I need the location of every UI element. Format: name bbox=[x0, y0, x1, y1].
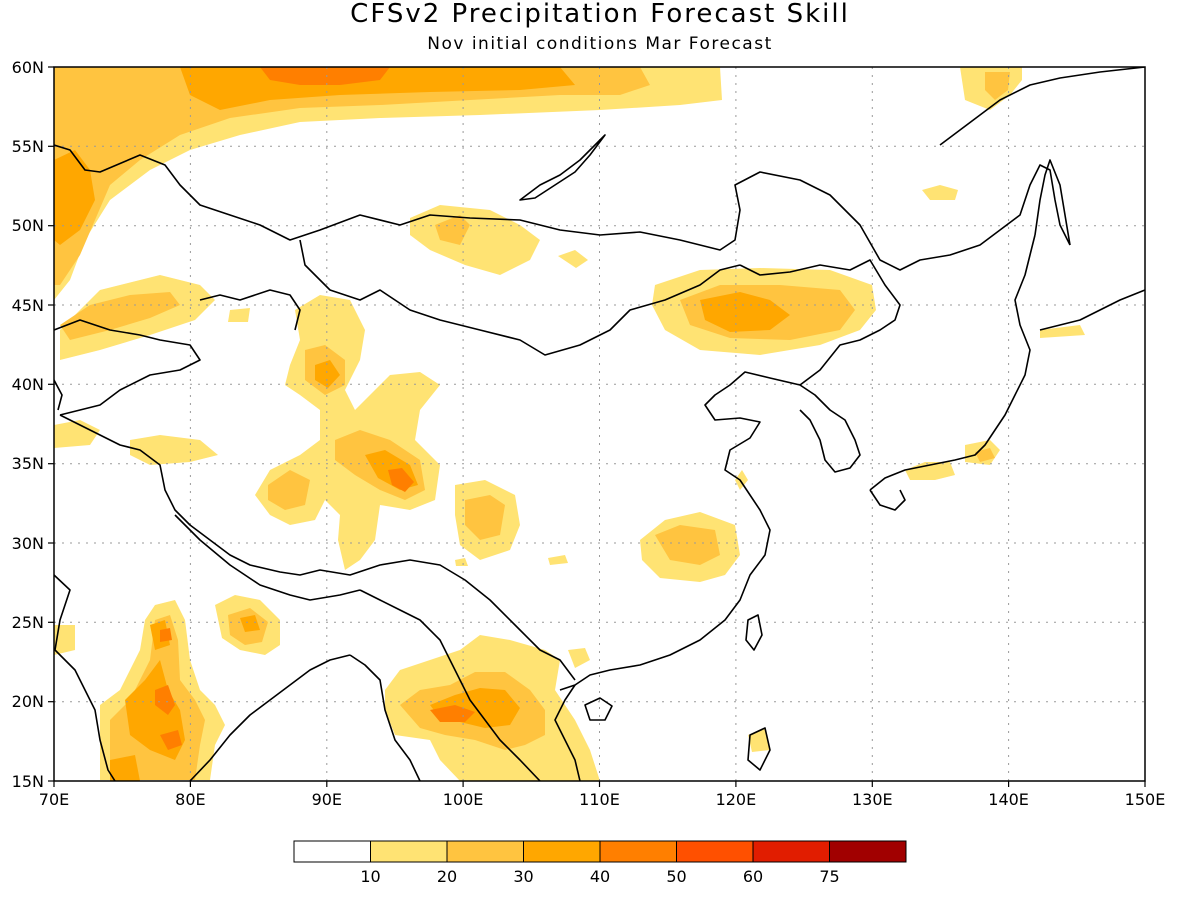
colorbar-label: 40 bbox=[590, 867, 610, 886]
lat-label: 35N bbox=[12, 454, 44, 473]
lat-label: 30N bbox=[12, 534, 44, 553]
lat-label: 40N bbox=[12, 375, 44, 394]
graticule bbox=[54, 67, 1145, 781]
colorbar-swatch bbox=[293, 840, 371, 863]
colorbar-label: 50 bbox=[666, 867, 686, 886]
colorbar-label: 20 bbox=[437, 867, 457, 886]
skill-shading bbox=[54, 67, 1085, 781]
map-subtitle: Nov initial conditions Mar Forecast bbox=[427, 34, 773, 54]
colorbar-swatch bbox=[752, 840, 830, 863]
lon-label: 120E bbox=[716, 790, 757, 809]
lon-label: 80E bbox=[175, 790, 205, 809]
colorbar-swatch bbox=[446, 840, 524, 863]
colorbar-label: 75 bbox=[819, 867, 839, 886]
lon-label: 130E bbox=[852, 790, 893, 809]
lat-label: 15N bbox=[12, 772, 44, 791]
latitude-labels: 60N 55N 50N 45N 40N 35N 30N 25N 20N 15N bbox=[12, 58, 44, 791]
colorbar-swatch bbox=[829, 840, 907, 863]
lon-label: 150E bbox=[1125, 790, 1166, 809]
map-frame bbox=[53, 66, 1146, 782]
lon-label: 90E bbox=[312, 790, 342, 809]
lat-label: 55N bbox=[12, 137, 44, 156]
lat-label: 45N bbox=[12, 296, 44, 315]
longitude-labels: 70E 80E 90E 100E 110E 120E 130E 140E 150… bbox=[39, 790, 1166, 809]
coastlines-and-borders bbox=[54, 67, 1145, 781]
colorbar: 10 20 30 40 50 60 75 bbox=[293, 840, 907, 886]
lon-label: 140E bbox=[988, 790, 1029, 809]
map-title: CFSv2 Precipitation Forecast Skill bbox=[350, 0, 850, 29]
lon-label: 70E bbox=[39, 790, 69, 809]
colorbar-label: 60 bbox=[743, 867, 763, 886]
colorbar-swatch bbox=[599, 840, 677, 863]
lat-label: 60N bbox=[12, 58, 44, 77]
colorbar-swatch bbox=[370, 840, 448, 863]
colorbar-label: 30 bbox=[513, 867, 533, 886]
lat-label: 20N bbox=[12, 692, 44, 711]
colorbar-swatch bbox=[523, 840, 601, 863]
lat-label: 25N bbox=[12, 613, 44, 632]
lat-label: 50N bbox=[12, 216, 44, 235]
tick-marks bbox=[48, 66, 1146, 787]
lon-label: 100E bbox=[443, 790, 484, 809]
lon-label: 110E bbox=[579, 790, 620, 809]
skill-level-40-50 bbox=[155, 67, 475, 750]
colorbar-label: 10 bbox=[360, 867, 380, 886]
colorbar-swatch bbox=[676, 840, 754, 863]
